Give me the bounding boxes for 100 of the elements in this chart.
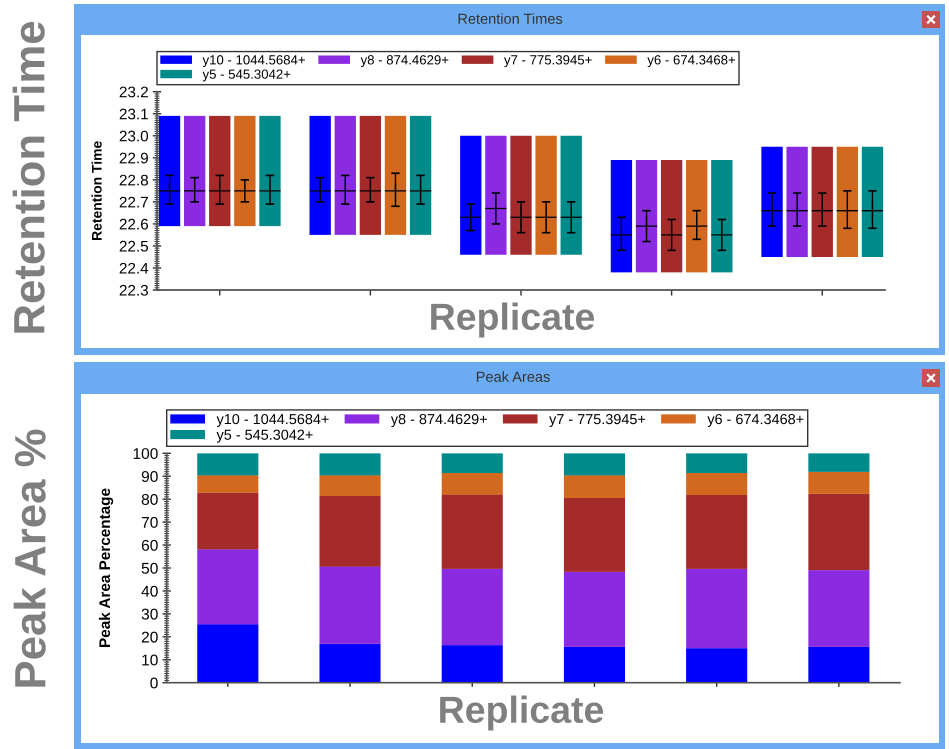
y-axis-title: Retention Time	[92, 141, 102, 240]
bar	[686, 453, 748, 474]
legend-label: y8 - 874.4629+	[360, 55, 448, 68]
point	[761, 200, 783, 222]
point	[410, 180, 432, 202]
legend-label: y7 - 775.3945+	[504, 55, 592, 68]
y-tick-label: 20	[142, 632, 158, 643]
bar	[636, 160, 658, 272]
chart-title: Peak Areas	[476, 371, 550, 382]
bar	[197, 475, 258, 493]
y-tick-label: 22.3	[120, 284, 148, 296]
bar	[259, 116, 281, 226]
bar	[197, 492, 258, 550]
bar	[360, 116, 382, 235]
bar	[686, 473, 748, 496]
y-tick-label: 23.1	[120, 108, 148, 120]
point	[384, 180, 406, 202]
bar	[319, 644, 381, 683]
bar	[564, 475, 626, 498]
bar	[319, 453, 381, 476]
bar	[660, 160, 682, 272]
chart-title: Retention Times	[458, 13, 562, 24]
bar	[808, 453, 870, 472]
point	[812, 200, 833, 222]
bar	[334, 116, 356, 235]
bar	[564, 572, 626, 647]
bar	[410, 116, 432, 235]
bar	[610, 160, 632, 272]
y-tick-label: 23.0	[120, 130, 148, 142]
bar	[197, 453, 258, 476]
text: Retention Time	[12, 22, 45, 333]
bar	[319, 475, 381, 496]
legend-label: y5 - 545.3042+	[216, 430, 313, 443]
bar	[510, 136, 532, 255]
bar	[808, 494, 870, 570]
bar	[686, 160, 708, 272]
bar	[786, 146, 808, 257]
point	[660, 224, 682, 246]
bar	[184, 116, 206, 226]
point	[234, 180, 256, 202]
bar	[384, 116, 406, 235]
bar	[442, 494, 503, 569]
legend-label: y10 - 1044.5684+	[202, 55, 305, 68]
point	[862, 200, 884, 222]
bar	[442, 568, 503, 646]
point	[460, 206, 482, 228]
x-axis-title: Replicate	[440, 696, 604, 730]
legend-label: y8 - 874.4629+	[390, 414, 487, 428]
point	[334, 180, 356, 202]
y-tick-label: 22.6	[120, 218, 148, 230]
bar	[812, 146, 833, 257]
bar	[158, 116, 180, 226]
bar	[319, 496, 381, 567]
y-tick-label: 22.8	[120, 174, 148, 186]
legend-label: y10 - 1044.5684+	[216, 414, 329, 428]
y-tick-label: 22.4	[120, 262, 148, 274]
bar	[442, 473, 503, 495]
legend-label: y6 - 674.3468+	[647, 55, 736, 68]
y-tick-label: 23.2	[120, 86, 148, 98]
bar	[564, 498, 626, 572]
bar	[686, 648, 748, 683]
point	[711, 224, 732, 246]
y-tick-label: 70	[142, 516, 158, 528]
bar	[310, 116, 331, 235]
bar	[560, 136, 582, 255]
y-tick-label: 40	[141, 586, 158, 597]
point	[836, 200, 858, 222]
bar	[535, 136, 557, 255]
bar	[686, 495, 748, 569]
point	[310, 180, 331, 202]
bar	[862, 146, 884, 257]
point	[786, 200, 808, 222]
point	[209, 180, 230, 202]
y-tick-label: 100	[134, 448, 158, 460]
legend-label: y6 - 674.3468+	[707, 414, 804, 428]
y-tick-label: 30	[142, 608, 158, 620]
bar	[319, 566, 381, 644]
bar	[209, 116, 230, 226]
x-axis-title: Replicate	[431, 302, 594, 338]
bar	[234, 116, 256, 226]
point	[535, 206, 557, 228]
text: Peak Area %	[14, 430, 46, 687]
y-tick-label: 22.5	[120, 240, 148, 252]
bar	[808, 472, 870, 494]
point	[510, 206, 532, 228]
y-tick-label: 80	[142, 494, 158, 505]
point	[560, 206, 582, 228]
bar	[442, 453, 503, 474]
bar	[836, 146, 858, 257]
bar	[761, 146, 783, 257]
y-axis-title: Peak Area Percentage	[98, 488, 114, 647]
y-tick-label: 90	[142, 471, 158, 482]
bar	[485, 136, 507, 255]
y-tick-label: 50	[142, 562, 158, 574]
point	[158, 180, 180, 202]
bar	[442, 645, 503, 683]
bar	[460, 136, 482, 255]
bar	[808, 570, 870, 647]
legend-label: y7 - 775.3945+	[549, 414, 646, 428]
point	[184, 180, 206, 202]
